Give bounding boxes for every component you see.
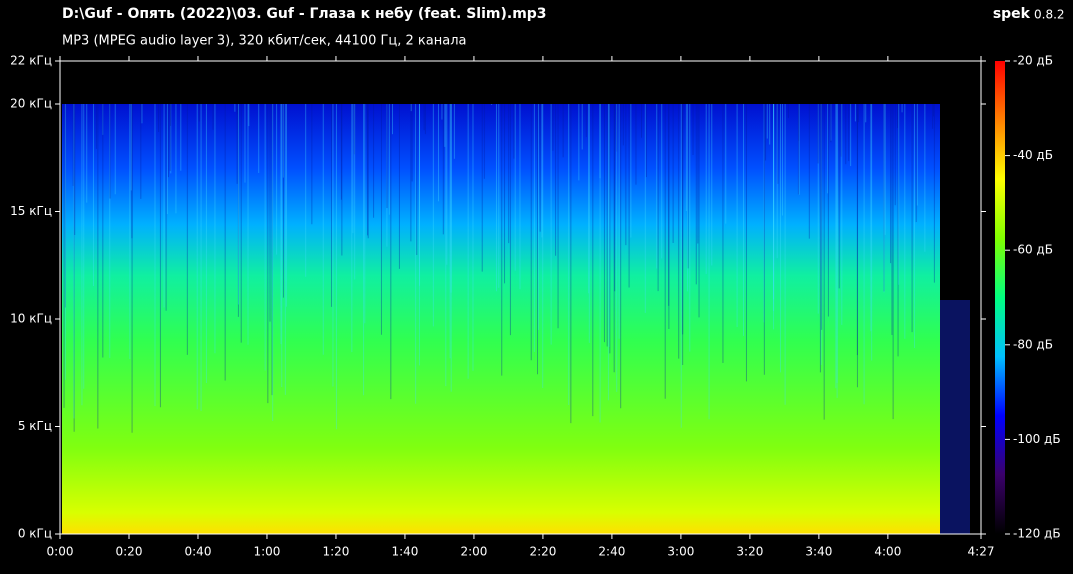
y-tick-label: 22 кГц: [10, 54, 52, 68]
colorbar-tick-label: -120 дБ: [1013, 527, 1061, 541]
file-info: MP3 (MPEG audio layer 3), 320 кбит/сек, …: [62, 34, 467, 49]
colorbar-tick-label: -80 дБ: [1013, 337, 1053, 351]
x-tick-label: 0:40: [185, 545, 212, 559]
x-tick-label: 0:00: [47, 545, 74, 559]
colorbar-tick-label: -20 дБ: [1013, 54, 1053, 68]
file-title: D:\Guf - Опять (2022)\03. Guf - Глаза к …: [62, 6, 547, 22]
colorbar-tick-label: -100 дБ: [1013, 432, 1061, 446]
plot-frame: [59, 60, 982, 535]
x-tick-label: 3:00: [667, 545, 694, 559]
colorbar-tick-label: -40 дБ: [1013, 148, 1053, 162]
y-tick-label: 0 кГц: [18, 527, 52, 541]
x-tick-label: 1:20: [322, 545, 349, 559]
y-tick-label: 15 кГц: [10, 204, 52, 218]
x-tick-label: 4:00: [874, 545, 901, 559]
x-tick-label: 1:40: [391, 545, 418, 559]
x-tick-label: 2:40: [598, 545, 625, 559]
colorbar-tick-label: -60 дБ: [1013, 243, 1053, 257]
x-tick-label: 0:20: [116, 545, 143, 559]
y-tick-label: 20 кГц: [10, 97, 52, 111]
y-tick-label: 5 кГц: [18, 419, 52, 433]
spectrogram-image: [62, 104, 940, 534]
x-tick-label: 2:00: [460, 545, 487, 559]
spectrogram-tail: [940, 300, 970, 534]
x-tick-label: 2:20: [529, 545, 556, 559]
x-tick-label: 3:20: [736, 545, 763, 559]
x-tick-label: 3:40: [805, 545, 832, 559]
app-version: 0.8.2: [1034, 8, 1065, 22]
spectrogram: [62, 104, 970, 534]
color-bar: [995, 61, 1005, 534]
y-tick-label: 10 кГц: [10, 312, 52, 326]
x-tick-label: 1:00: [253, 545, 280, 559]
app-name: spek: [993, 6, 1031, 22]
x-tick-label: 4:27: [968, 545, 995, 559]
